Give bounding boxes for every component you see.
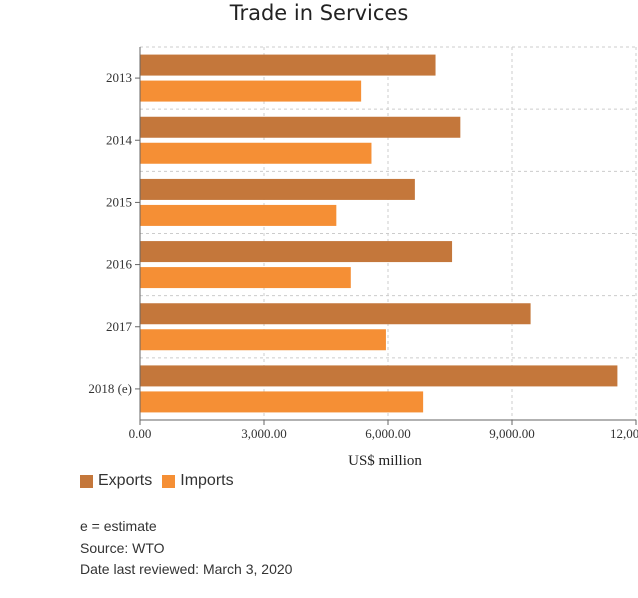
note-source: Source: WTO — [80, 539, 165, 556]
chart-notes: e = estimate Source: WTO Date last revie… — [80, 516, 292, 581]
legend-item-exports[interactable]: Exports — [80, 472, 152, 490]
y-tick-label: 2014 — [106, 132, 133, 147]
bar-imports-2015 — [140, 204, 337, 226]
y-tick-label: 2018 (e) — [88, 381, 132, 396]
x-tick-label: 0.00 — [129, 426, 152, 441]
legend-label-imports: Imports — [180, 472, 234, 489]
bar-exports-2014 — [140, 116, 461, 138]
note-last-reviewed: Date last reviewed: March 3, 2020 — [80, 561, 293, 577]
bar-exports-2013 — [140, 54, 436, 76]
legend-swatch-imports — [162, 474, 176, 488]
bar-exports-2018e — [140, 365, 618, 387]
chart-legend: Exports Imports — [80, 472, 234, 490]
x-tick-label: 9,000.00 — [489, 426, 535, 441]
y-tick-label: 2015 — [106, 194, 132, 209]
x-tick-label: 12,000.00 — [610, 426, 638, 441]
bar-imports-2013 — [140, 80, 362, 102]
legend-item-imports[interactable]: Imports — [162, 472, 234, 490]
bar-chart: 2013 2014 2015 2016 2017 2018 (e) 0.00 3,000.00… — [88, 46, 638, 469]
bar-imports-2016 — [140, 267, 351, 289]
bar-imports-2014 — [140, 142, 372, 164]
y-tick-label: 2016 — [106, 257, 133, 272]
x-tick-label: 3,000.00 — [241, 426, 287, 441]
note-estimate: e = estimate — [80, 518, 157, 534]
x-tick-label: 6,000.00 — [365, 426, 411, 441]
y-tick-label: 2013 — [106, 70, 132, 85]
chart-title: Trade in Services — [229, 1, 409, 25]
y-tick-label: 2017 — [106, 319, 133, 334]
bar-exports-2015 — [140, 178, 415, 200]
bar-exports-2017 — [140, 303, 531, 325]
bar-imports-2017 — [140, 329, 386, 351]
x-axis-title: US$ million — [348, 453, 422, 469]
bar-imports-2018e — [140, 391, 424, 413]
legend-label-exports: Exports — [98, 472, 153, 489]
bar-exports-2016 — [140, 241, 453, 263]
legend-swatch-exports — [80, 474, 93, 488]
